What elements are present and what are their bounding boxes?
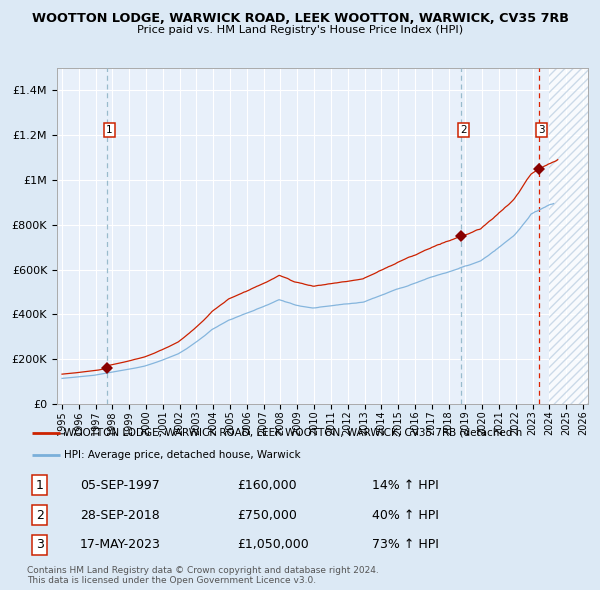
- Text: 1: 1: [106, 125, 113, 135]
- Text: 2: 2: [460, 125, 467, 135]
- Text: 3: 3: [538, 125, 545, 135]
- Text: HPI: Average price, detached house, Warwick: HPI: Average price, detached house, Warw…: [64, 450, 301, 460]
- Bar: [550, 68, 592, 404]
- Text: WOOTTON LODGE, WARWICK ROAD, LEEK WOOTTON, WARWICK, CV35 7RB: WOOTTON LODGE, WARWICK ROAD, LEEK WOOTTO…: [32, 12, 568, 25]
- Text: This data is licensed under the Open Government Licence v3.0.: This data is licensed under the Open Gov…: [27, 576, 316, 585]
- Text: 1: 1: [36, 478, 44, 491]
- Text: Contains HM Land Registry data © Crown copyright and database right 2024.: Contains HM Land Registry data © Crown c…: [27, 566, 379, 575]
- Text: 2: 2: [36, 509, 44, 522]
- Text: 28-SEP-2018: 28-SEP-2018: [80, 509, 160, 522]
- Text: Price paid vs. HM Land Registry's House Price Index (HPI): Price paid vs. HM Land Registry's House …: [137, 25, 463, 35]
- Text: 05-SEP-1997: 05-SEP-1997: [80, 478, 160, 491]
- Text: 14% ↑ HPI: 14% ↑ HPI: [372, 478, 439, 491]
- Text: 40% ↑ HPI: 40% ↑ HPI: [372, 509, 439, 522]
- Text: 17-MAY-2023: 17-MAY-2023: [80, 539, 161, 552]
- Text: 73% ↑ HPI: 73% ↑ HPI: [372, 539, 439, 552]
- Text: £750,000: £750,000: [237, 509, 297, 522]
- Text: £160,000: £160,000: [237, 478, 297, 491]
- Text: WOOTTON LODGE, WARWICK ROAD, LEEK WOOTTON, WARWICK, CV35 7RB (detached h: WOOTTON LODGE, WARWICK ROAD, LEEK WOOTTO…: [64, 428, 523, 438]
- Text: 3: 3: [36, 539, 44, 552]
- Text: £1,050,000: £1,050,000: [237, 539, 309, 552]
